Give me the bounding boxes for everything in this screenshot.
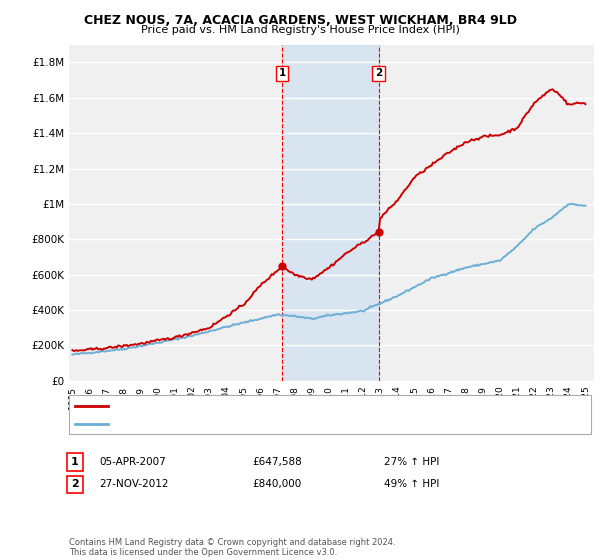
Text: Contains HM Land Registry data © Crown copyright and database right 2024.
This d: Contains HM Land Registry data © Crown c… [69,538,395,557]
Text: CHEZ NOUS, 7A, ACACIA GARDENS, WEST WICKHAM, BR4 9LD: CHEZ NOUS, 7A, ACACIA GARDENS, WEST WICK… [83,14,517,27]
Text: 49% ↑ HPI: 49% ↑ HPI [384,479,439,489]
Text: £840,000: £840,000 [252,479,301,489]
Text: 1: 1 [278,68,286,78]
Text: 27% ↑ HPI: 27% ↑ HPI [384,457,439,467]
Text: 27-NOV-2012: 27-NOV-2012 [99,479,169,489]
Text: 1: 1 [71,457,79,467]
Point [277,262,287,270]
Point [374,228,383,237]
Text: CHEZ NOUS, 7A, ACACIA GARDENS, WEST WICKHAM, BR4 9LD (detached house): CHEZ NOUS, 7A, ACACIA GARDENS, WEST WICK… [114,401,508,411]
Bar [282,45,379,381]
Text: Price paid vs. HM Land Registry's House Price Index (HPI): Price paid vs. HM Land Registry's House … [140,25,460,35]
Text: 2: 2 [375,68,382,78]
Text: HPI: Average price, detached house, Bromley: HPI: Average price, detached house, Brom… [114,419,335,429]
Text: 05-APR-2007: 05-APR-2007 [99,457,166,467]
Text: £647,588: £647,588 [252,457,302,467]
Text: 2: 2 [71,479,79,489]
